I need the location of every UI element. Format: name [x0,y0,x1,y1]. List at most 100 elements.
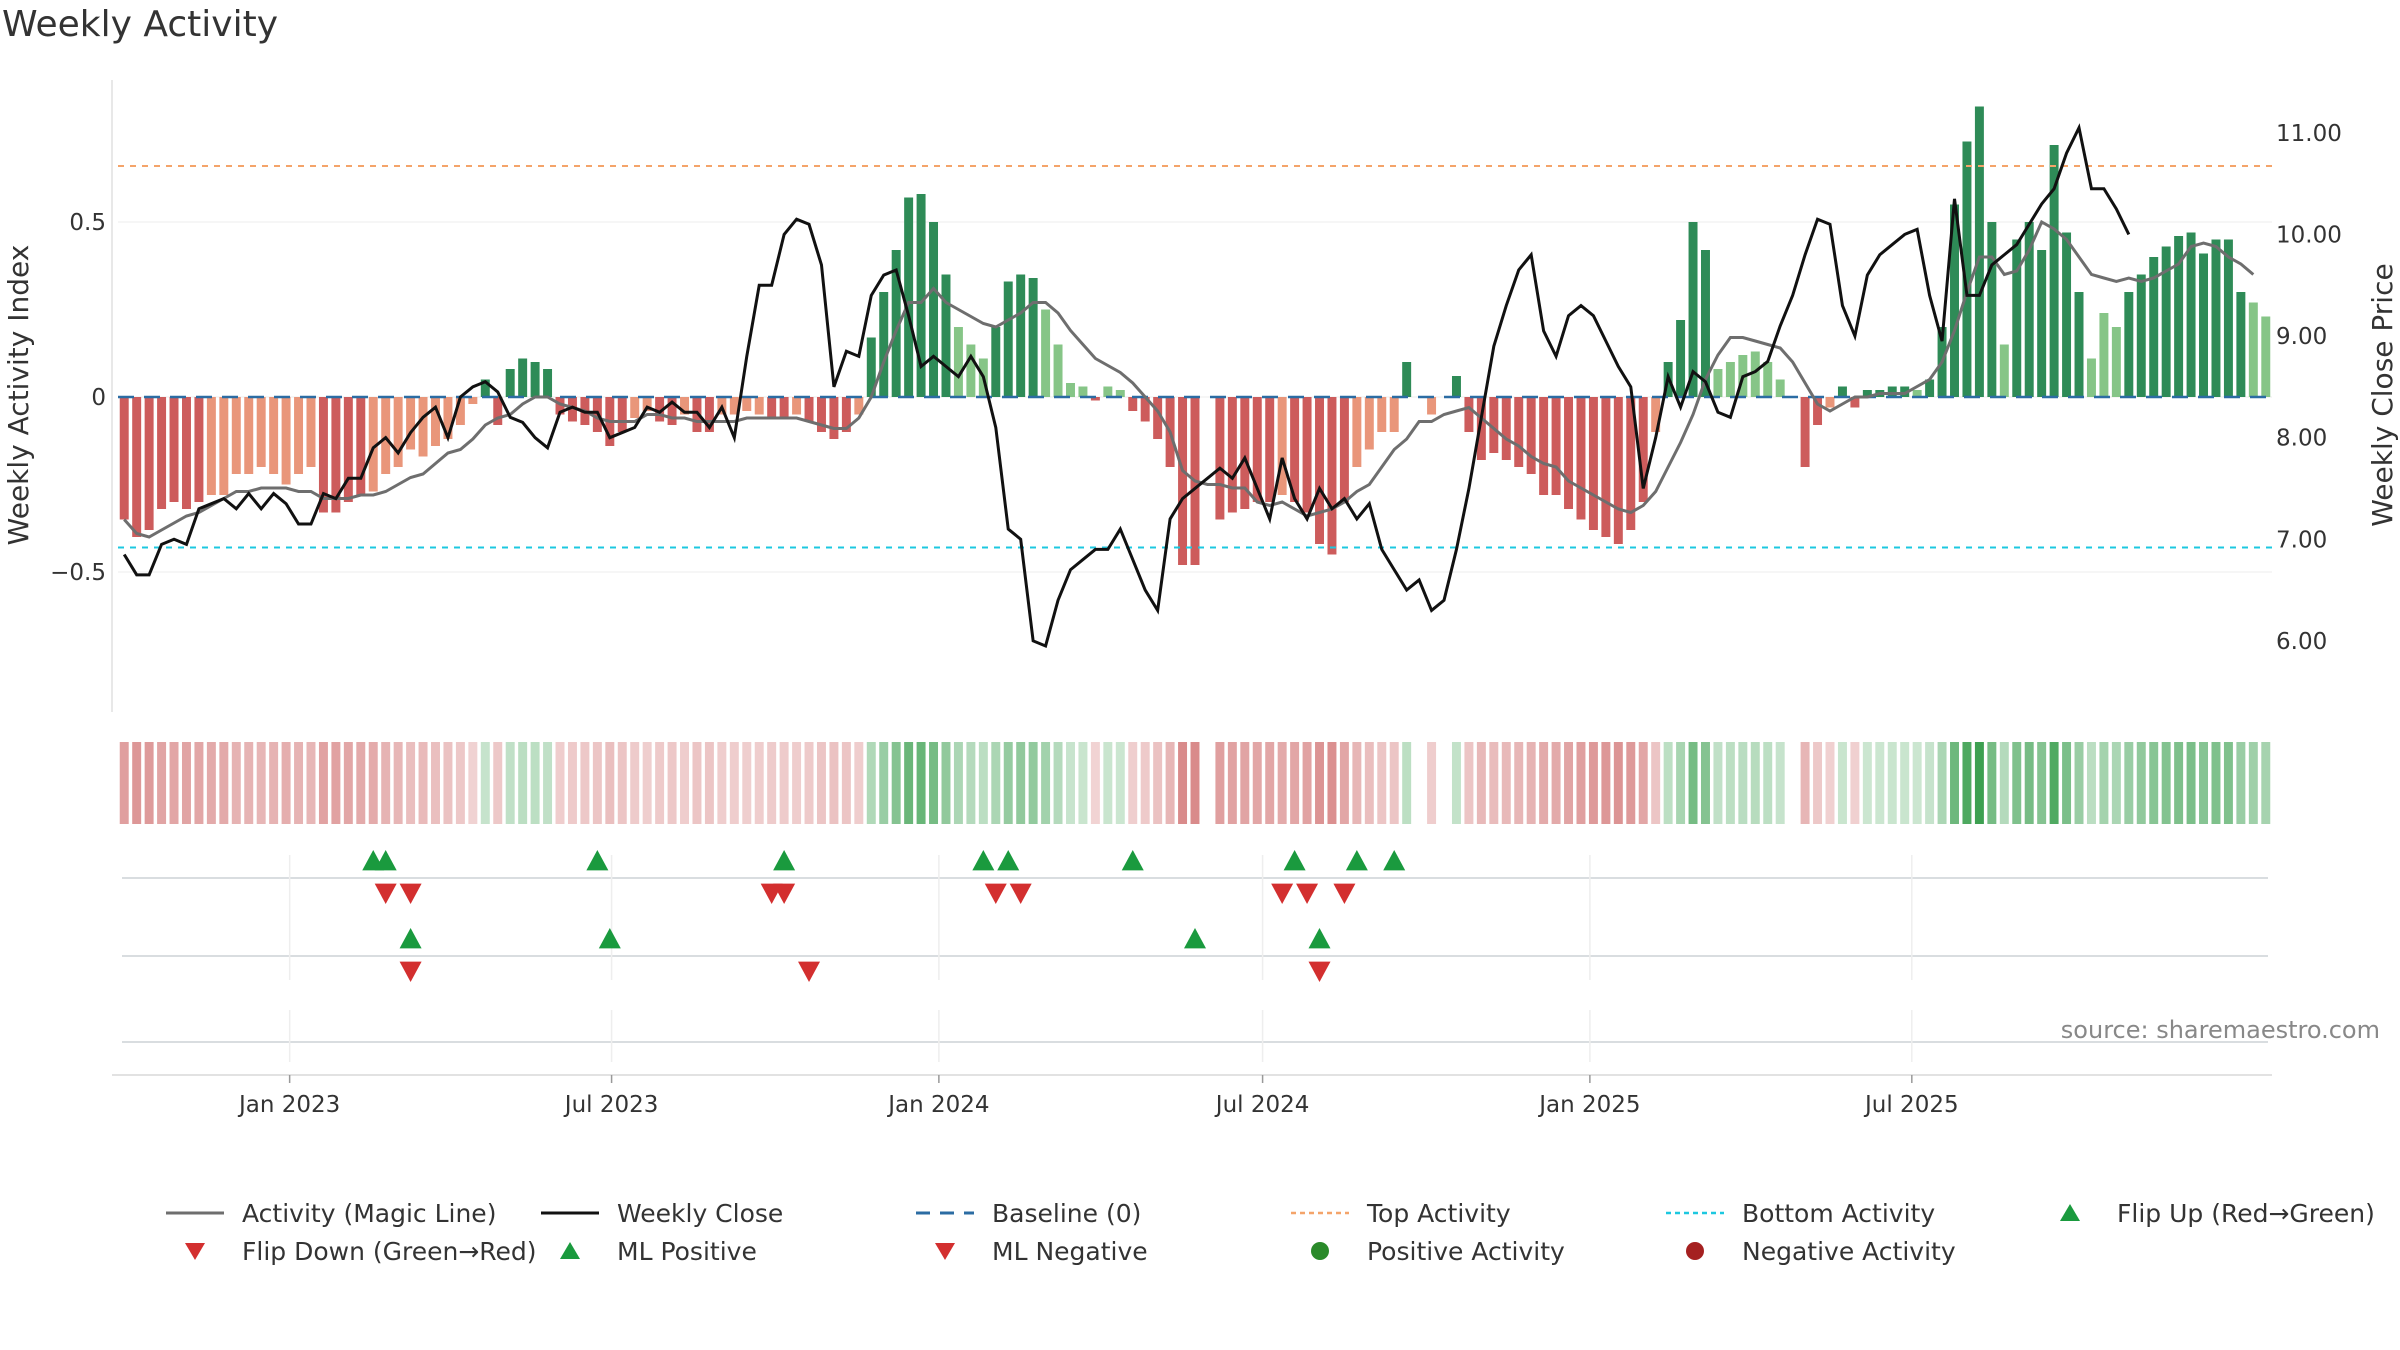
heat-cell [1613,742,1623,824]
activity-bar [655,397,665,422]
activity-bar [1402,362,1412,397]
heat-cell [1837,742,1847,824]
activity-bar [2174,236,2184,397]
heat-cell [1551,742,1561,824]
source-label: source: sharemaestro.com [2061,1016,2380,1044]
heat-cell [655,742,665,824]
heat-cell [555,742,565,824]
legend-item-flip-up: Flip Up (Red→Green) [2035,1198,2375,1228]
magic-line [123,219,2255,539]
heat-cell [493,742,503,824]
heat-cell [704,742,714,824]
activity-bar [904,197,914,397]
legend-swatch [560,1242,580,1259]
weekly-close-line [122,123,2131,648]
heat-cell [1140,742,1150,824]
heat-cell [916,742,926,824]
y2-tick-label: 7.00 [2276,527,2327,553]
activity-bar [841,397,851,432]
heat-cell [754,742,764,824]
activity-bar [2236,292,2246,397]
heat-cell [1090,742,1100,824]
heat-cell [2024,742,2034,824]
heat-cell [1950,742,1959,824]
heat-cell [119,742,129,824]
activity-chart: 0.5 0 −0.5 11.00 10.00 9.00 8.00 7.00 6.00 Weekly… [2,80,2399,1118]
activity-bar [269,397,279,474]
flip-down-marker [773,883,796,904]
heat-cell [1190,742,1200,824]
flip-up-marker [972,850,995,871]
x-tick-label: Jan 2024 [886,1092,989,1118]
legend-swatch [166,1211,224,1215]
heat-cell [356,742,366,824]
activity-bar [2124,292,2134,397]
x-tick-label: Jan 2025 [1537,1092,1640,1118]
activity-bar [1315,397,1324,544]
activity-bar [1451,376,1461,397]
activity-bar [1900,386,1910,397]
heat-cell [1862,742,1872,824]
activity-bar [1974,106,1984,397]
activity-bar [1140,397,1150,422]
activity-bar [617,397,627,432]
heat-cell [692,742,702,824]
heat-cell [1588,742,1598,824]
activity-bar [1651,397,1661,432]
activity-bar [1290,397,1300,502]
heat-cell [418,742,428,824]
heat-cell [1763,742,1773,824]
heat-cell [1937,742,1947,824]
heat-cell [841,742,851,824]
heat-cell [2186,742,2196,824]
legend-label: Positive Activity [1367,1236,1565,1266]
activity-bar [1078,386,1088,397]
activity-bar [991,327,1001,397]
y2-tick-label: 11.00 [2276,121,2342,147]
flip-up-marker [1383,850,1406,871]
activity-bar [1302,397,1312,513]
legend-swatch [2060,1204,2080,1221]
activity-bar [1887,386,1897,397]
flip-up-marker [1121,850,1144,871]
activity-bar [804,397,814,422]
activity-bar [1551,397,1561,495]
activity-bar [119,397,129,520]
heat-cell [2062,742,2072,824]
activity-bar [1962,141,1972,397]
legend-item-top: Top Activity [1285,1198,1511,1228]
heat-cell [1887,742,1897,824]
flip-up-marker [1345,850,1368,871]
heat-cell [1813,742,1823,824]
activity-bar [866,337,876,397]
heat-cell [642,742,652,824]
activity-bar [1016,274,1026,397]
activity-bar [2049,145,2059,397]
heat-cell [1078,742,1088,824]
heat-cell [1451,742,1461,824]
heat-cell [2261,742,2271,824]
activity-bar [543,369,553,397]
activity-bar [2186,232,2196,397]
activity-bar [2074,292,2084,397]
activity-bar [555,397,565,415]
activity-bar [1999,344,2009,397]
activity-bar [1775,379,1785,397]
heat-cell [1277,742,1287,824]
activity-bar [2223,239,2233,397]
activity-bar [1227,397,1237,513]
activity-bar [1377,397,1387,432]
heat-cell [567,742,577,824]
heat-cell [406,742,416,824]
activity-bar [2099,313,2109,397]
heat-cell [1601,742,1611,824]
y2-tick-label: 6.00 [2276,629,2327,655]
heat-cell [2012,742,2022,824]
heat-cell [2124,742,2134,824]
activity-bar [1215,397,1225,520]
legend-swatch [1291,1211,1349,1215]
activity-bar [181,397,191,509]
activity-bar [1427,397,1437,415]
heat-cell [1501,742,1511,824]
heat-cell [1128,742,1138,824]
